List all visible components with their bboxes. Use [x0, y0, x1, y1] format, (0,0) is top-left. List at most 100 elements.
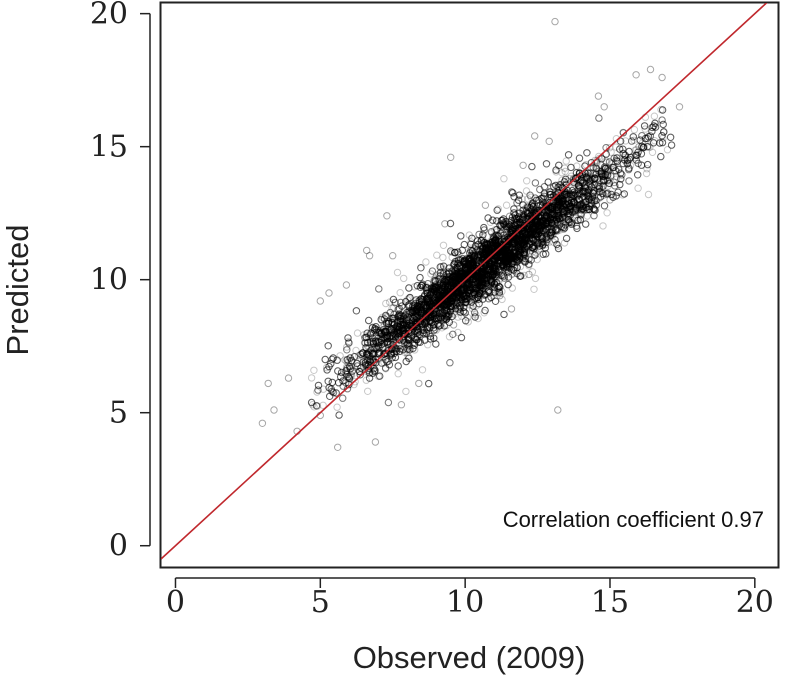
- data-point: [504, 256, 512, 265]
- data-point: [493, 240, 501, 249]
- data-point: [486, 244, 494, 253]
- data-point: [473, 260, 481, 268]
- data-point: [464, 281, 472, 289]
- data-point: [496, 275, 504, 283]
- data-point: [552, 218, 560, 226]
- data-point: [508, 240, 516, 248]
- data-point: [511, 245, 519, 254]
- data-point: [344, 358, 352, 367]
- data-point: [461, 265, 470, 273]
- data-point: [557, 201, 566, 210]
- data-point: [438, 307, 446, 316]
- data-point: [539, 204, 547, 213]
- data-point: [546, 217, 554, 226]
- data-point: [491, 239, 500, 247]
- data-point: [467, 251, 476, 259]
- data-point: [478, 248, 486, 256]
- data-point: [547, 209, 555, 217]
- data-point: [345, 357, 353, 365]
- data-point: [489, 241, 498, 250]
- data-point: [465, 272, 474, 280]
- data-point: [455, 301, 464, 310]
- data-point: [409, 301, 417, 310]
- data-point: [488, 265, 496, 273]
- data-point: [494, 246, 502, 255]
- data-point: [584, 168, 593, 177]
- data-point: [482, 264, 491, 272]
- data-point: [549, 231, 557, 239]
- data-point: [412, 307, 420, 315]
- data-point: [499, 223, 507, 232]
- data-point: [527, 222, 535, 230]
- data-point: [490, 265, 498, 273]
- data-point: [497, 253, 506, 261]
- data-point: [513, 233, 522, 241]
- data-point: [484, 214, 492, 222]
- data-point: [602, 157, 610, 165]
- data-point: [435, 285, 443, 294]
- data-point: [475, 282, 484, 290]
- data-point: [371, 368, 379, 376]
- data-point: [502, 217, 510, 226]
- data-point: [560, 225, 568, 233]
- data-point: [622, 156, 630, 164]
- data-point: [482, 287, 490, 295]
- data-point: [604, 165, 612, 174]
- data-point: [499, 262, 507, 271]
- data-point: [571, 179, 579, 188]
- data-point: [449, 269, 457, 277]
- data-point: [429, 309, 438, 318]
- data-point: [475, 278, 483, 286]
- data-point: [444, 281, 453, 289]
- data-point: [344, 337, 353, 346]
- data-point: [396, 345, 404, 353]
- data-point: [457, 264, 465, 272]
- data-point: [506, 229, 514, 237]
- data-point: [621, 137, 630, 145]
- data-point: [396, 330, 404, 338]
- data-point: [396, 314, 404, 323]
- data-point: [528, 244, 536, 252]
- data-point: [474, 271, 482, 280]
- data-point: [581, 198, 590, 206]
- data-point: [343, 343, 351, 351]
- data-point: [429, 312, 437, 321]
- data-point: [607, 159, 615, 168]
- data-point: [409, 339, 417, 348]
- data-point: [566, 204, 575, 213]
- data-point: [556, 205, 565, 214]
- data-point: [500, 272, 508, 280]
- data-point: [500, 234, 509, 243]
- data-point: [539, 224, 547, 232]
- data-point: [516, 262, 525, 271]
- data-point: [513, 228, 522, 236]
- data-point: [537, 222, 546, 230]
- data-point: [470, 254, 479, 263]
- data-point: [442, 275, 450, 284]
- data-point: [485, 271, 493, 279]
- data-point: [465, 271, 474, 279]
- data-point: [542, 214, 550, 222]
- data-point: [434, 315, 443, 323]
- data-point: [452, 273, 460, 282]
- data-point: [502, 251, 511, 259]
- data-point: [422, 310, 430, 318]
- data-point: [477, 246, 485, 254]
- data-point: [610, 178, 618, 187]
- data-point: [553, 226, 561, 235]
- data-point: [510, 238, 518, 246]
- data-point: [501, 237, 510, 245]
- data-point: [553, 198, 561, 206]
- data-point: [484, 255, 492, 263]
- data-point: [418, 366, 427, 374]
- data-point: [445, 272, 454, 281]
- data-point: [488, 279, 496, 288]
- data-point: [518, 243, 526, 252]
- data-point: [390, 324, 398, 333]
- data-point: [417, 309, 426, 317]
- data-point: [515, 237, 523, 245]
- data-point: [516, 247, 524, 255]
- data-point: [467, 238, 475, 246]
- data-point: [415, 379, 423, 388]
- data-point: [502, 247, 511, 255]
